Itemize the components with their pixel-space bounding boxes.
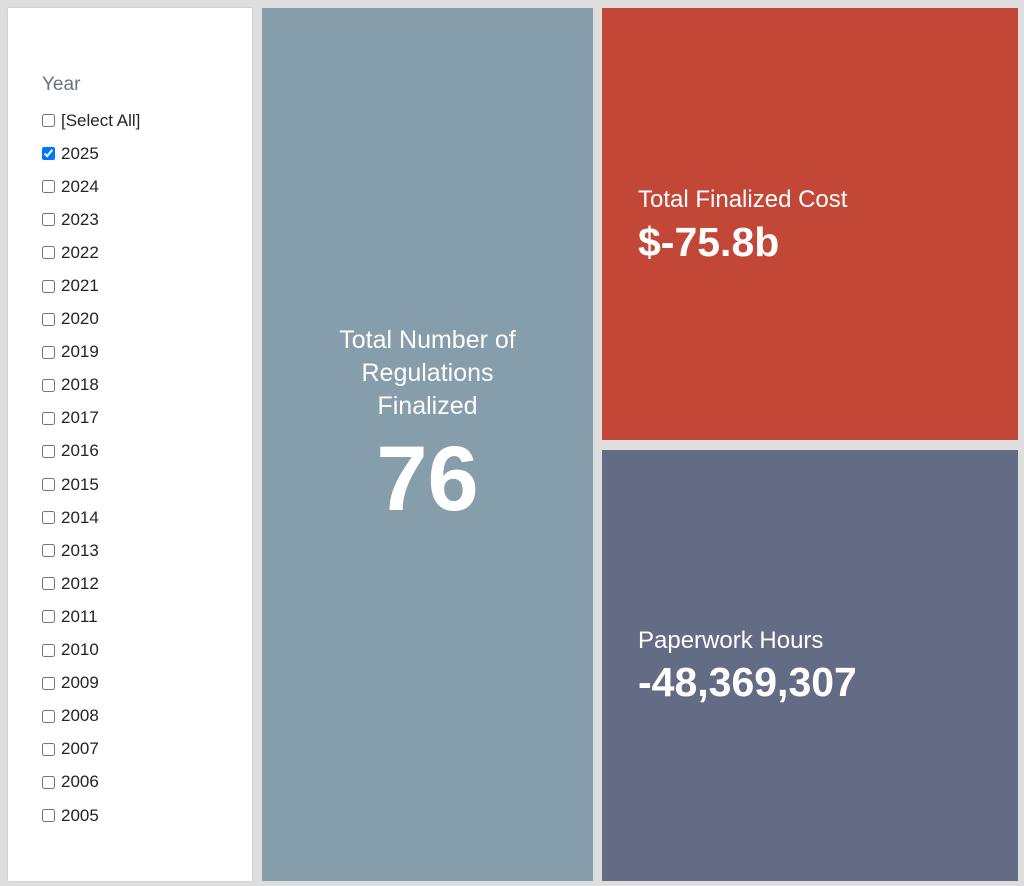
year-checkbox[interactable] <box>42 809 55 823</box>
year-option[interactable]: 2022 <box>42 236 140 269</box>
paperwork-hours-value: -48,369,307 <box>638 659 857 705</box>
year-checkbox[interactable] <box>42 378 55 392</box>
year-option[interactable]: 2005 <box>42 799 140 832</box>
year-checkbox[interactable] <box>42 180 55 194</box>
year-option-list: [Select All] 2025 2024 2023 2022 2021 2020 2019… <box>42 104 140 832</box>
year-option-label: 2015 <box>61 474 99 494</box>
year-option-label: 2020 <box>61 309 99 329</box>
year-checkbox[interactable] <box>42 544 55 558</box>
year-option[interactable]: 2025 <box>42 137 140 170</box>
regulations-count-label: Total Number of Regulations Finalized <box>339 326 516 420</box>
year-option[interactable]: 2013 <box>42 534 140 567</box>
year-option-label: 2018 <box>61 375 99 395</box>
finalized-cost-label: Total Finalized Cost <box>638 186 848 213</box>
regulations-count-card: Total Number of Regulations Finalized 76 <box>262 8 593 881</box>
year-option-label: 2024 <box>61 176 99 196</box>
year-option-label: 2005 <box>61 805 99 825</box>
year-checkbox[interactable] <box>42 742 55 756</box>
year-option-label: 2016 <box>61 441 99 461</box>
year-filter-title: Year <box>42 74 81 95</box>
year-checkbox[interactable] <box>42 213 55 227</box>
finalized-cost-value: $-75.8b <box>638 219 780 265</box>
year-option-label: 2025 <box>61 143 99 163</box>
year-checkbox[interactable] <box>42 511 55 525</box>
year-option[interactable]: 2014 <box>42 501 140 534</box>
year-checkbox[interactable] <box>42 411 55 425</box>
year-option-label: 2013 <box>61 540 99 560</box>
year-option-label: 2017 <box>61 408 99 428</box>
year-checkbox[interactable] <box>42 610 55 624</box>
year-option-label: 2006 <box>61 772 99 792</box>
year-option-label: 2022 <box>61 242 99 262</box>
year-option-label: 2010 <box>61 640 99 660</box>
year-checkbox[interactable] <box>42 444 55 458</box>
year-checkbox[interactable] <box>42 246 55 260</box>
year-option-label: 2007 <box>61 739 99 759</box>
year-checkbox[interactable] <box>42 775 55 789</box>
year-option[interactable]: 2010 <box>42 634 140 667</box>
year-checkbox[interactable] <box>42 478 55 492</box>
year-option[interactable]: 2021 <box>42 269 140 302</box>
year-filter-panel: Year [Select All] 2025 2024 2023 2022 2021 202… <box>8 8 252 881</box>
finalized-cost-card: Total Finalized Cost $-75.8b <box>602 8 1018 440</box>
year-option-label: [Select All] <box>61 110 141 130</box>
year-option-label: 2012 <box>61 573 99 593</box>
year-checkbox[interactable] <box>42 709 55 723</box>
year-option-label: 2019 <box>61 342 99 362</box>
year-checkbox[interactable] <box>42 345 55 359</box>
year-option[interactable]: 2009 <box>42 667 140 700</box>
year-option[interactable]: 2024 <box>42 170 140 203</box>
year-checkbox[interactable] <box>42 114 55 128</box>
paperwork-hours-card: Paperwork Hours -48,369,307 <box>602 450 1018 881</box>
year-option-label: 2023 <box>61 209 99 229</box>
year-checkbox[interactable] <box>42 147 55 161</box>
year-checkbox[interactable] <box>42 676 55 690</box>
year-option[interactable]: 2018 <box>42 369 140 402</box>
year-option[interactable]: 2017 <box>42 402 140 435</box>
year-option[interactable]: 2016 <box>42 435 140 468</box>
year-option[interactable]: 2015 <box>42 468 140 501</box>
year-option[interactable]: 2011 <box>42 600 140 633</box>
paperwork-hours-label: Paperwork Hours <box>638 627 824 654</box>
year-option-label: 2008 <box>61 706 99 726</box>
year-option-label: 2009 <box>61 673 99 693</box>
year-option[interactable]: 2006 <box>42 766 140 799</box>
year-option-label: 2014 <box>61 507 99 527</box>
year-option[interactable]: 2020 <box>42 303 140 336</box>
year-option-label: 2011 <box>61 606 98 626</box>
year-checkbox[interactable] <box>42 279 55 293</box>
year-option[interactable]: 2023 <box>42 203 140 236</box>
year-checkbox[interactable] <box>42 312 55 326</box>
year-option[interactable]: 2008 <box>42 700 140 733</box>
year-option[interactable]: 2007 <box>42 733 140 766</box>
regulations-count-value: 76 <box>376 428 479 530</box>
year-checkbox[interactable] <box>42 577 55 591</box>
year-option[interactable]: 2012 <box>42 567 140 600</box>
year-option[interactable]: 2019 <box>42 336 140 369</box>
year-option-label: 2021 <box>61 276 99 296</box>
year-option[interactable]: [Select All] <box>42 104 140 137</box>
year-checkbox[interactable] <box>42 643 55 657</box>
